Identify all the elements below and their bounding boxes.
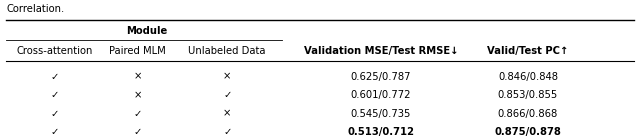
Text: 0.866/0.868: 0.866/0.868 (498, 109, 558, 119)
Text: ✓: ✓ (50, 72, 59, 82)
Text: 0.853/0.855: 0.853/0.855 (498, 90, 558, 100)
Text: ×: × (133, 72, 142, 82)
Text: 0.846/0.848: 0.846/0.848 (498, 72, 558, 82)
Text: 0.545/0.735: 0.545/0.735 (351, 109, 411, 119)
Text: ✓: ✓ (223, 127, 232, 137)
Text: Cross-attention: Cross-attention (16, 46, 93, 56)
Text: ×: × (223, 72, 232, 82)
Text: ✓: ✓ (133, 109, 142, 119)
Text: 0.601/0.772: 0.601/0.772 (351, 90, 411, 100)
Text: ✓: ✓ (133, 127, 142, 137)
Text: Validation MSE/Test RMSE↓: Validation MSE/Test RMSE↓ (303, 46, 458, 56)
Text: ×: × (223, 109, 232, 119)
Text: 0.513/0.712: 0.513/0.712 (348, 127, 414, 137)
Text: ×: × (133, 90, 142, 100)
Text: 0.625/0.787: 0.625/0.787 (351, 72, 411, 82)
Text: ✓: ✓ (50, 90, 59, 100)
Text: Module: Module (127, 26, 168, 36)
Text: Paired MLM: Paired MLM (109, 46, 166, 56)
Text: Valid/Test PC↑: Valid/Test PC↑ (487, 46, 569, 56)
Text: 0.875/0.878: 0.875/0.878 (495, 127, 561, 137)
Text: Unlabeled Data: Unlabeled Data (188, 46, 266, 56)
Text: Correlation.: Correlation. (6, 4, 65, 14)
Text: ✓: ✓ (223, 90, 232, 100)
Text: ✓: ✓ (50, 127, 59, 137)
Text: ✓: ✓ (50, 109, 59, 119)
